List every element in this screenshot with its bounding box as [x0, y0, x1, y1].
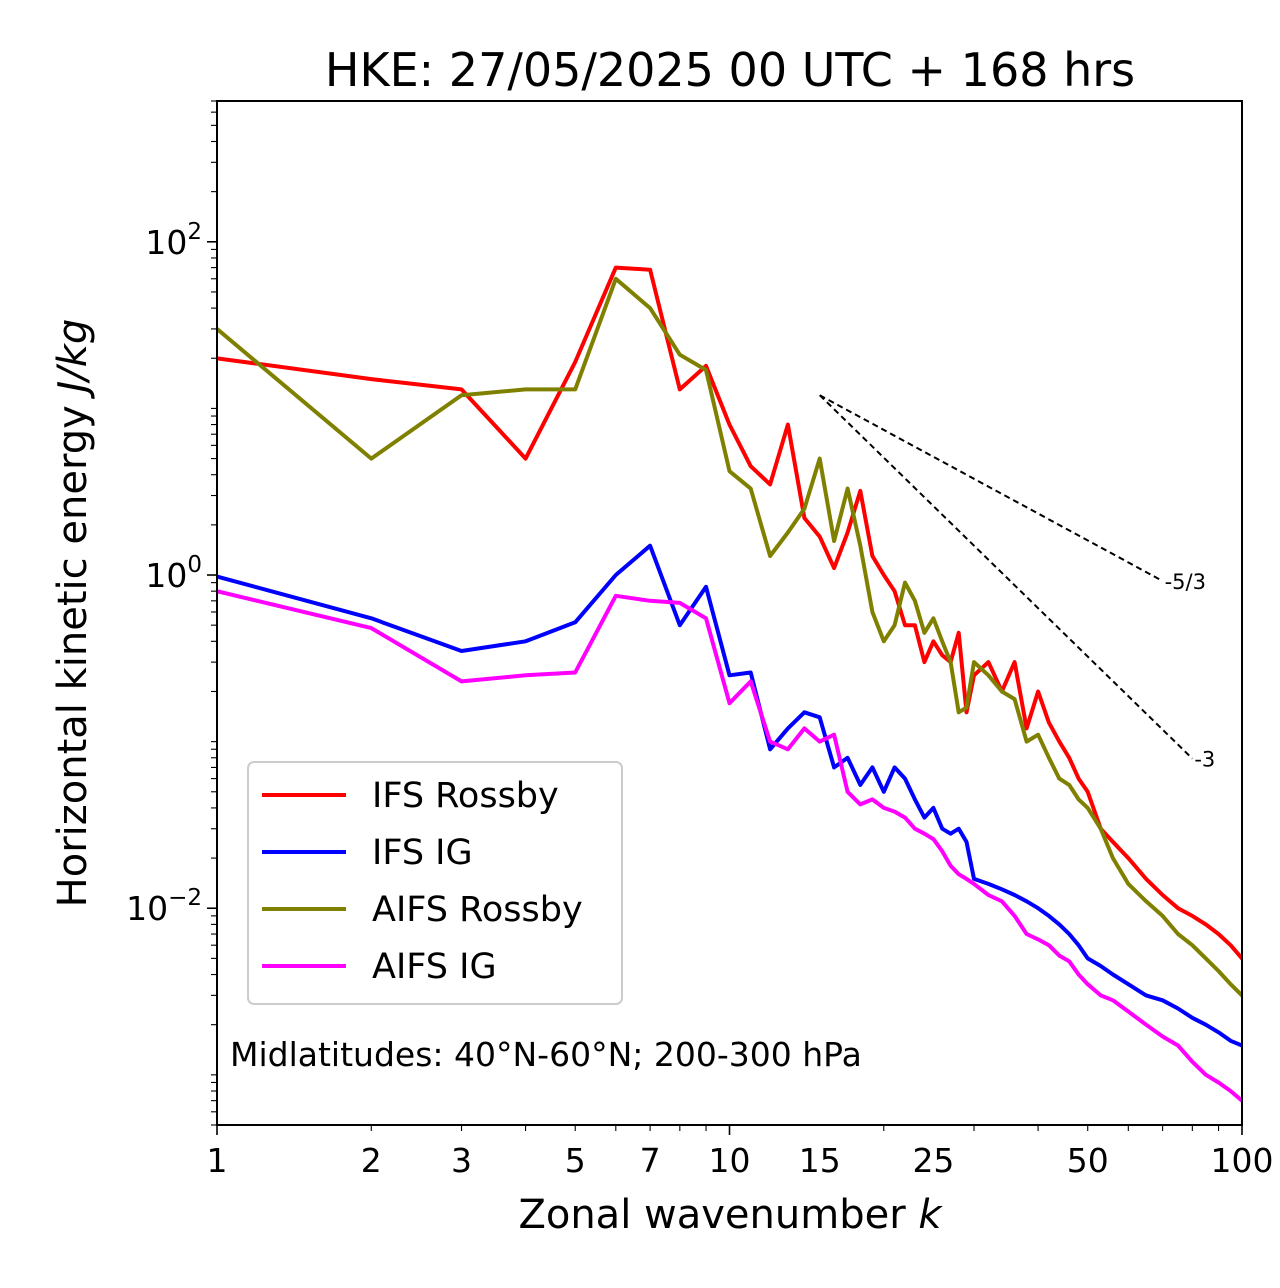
y-tick-exp: 0 [187, 552, 202, 578]
y-axis-label: Horizontal kinetic energy J/kg [50, 319, 96, 908]
x-tick-label: 10 [709, 1141, 751, 1180]
x-axis-label-symbol: k [918, 1192, 943, 1238]
x-tick-label: 100 [1211, 1141, 1274, 1180]
y-tick-base: 10 [126, 889, 168, 928]
legend-label: AIFS Rossby [372, 890, 583, 930]
series-line-aifs-rossby [217, 276, 1242, 998]
region-annotation: Midlatitudes: 40°N-60°N; 200-300 hPa [230, 1035, 862, 1074]
legend: IFS Rossby IFS IG AIFS Rossby AIFS IG [247, 761, 623, 1005]
y-axis-label-text: Horizontal kinetic energy [50, 405, 96, 907]
x-axis-label-text: Zonal wavenumber [518, 1192, 906, 1238]
series-line-aifs-ig [217, 589, 1242, 1103]
y-tick-exp: −2 [168, 885, 202, 911]
x-tick-label: 50 [1067, 1141, 1109, 1180]
chart-title: HKE: 27/05/2025 00 UTC + 168 hrs [325, 43, 1135, 97]
reference-line-slope [819, 394, 1164, 582]
y-axis-label-unit: J/kg [50, 319, 96, 400]
x-tick-label: 7 [640, 1141, 661, 1180]
series-line-ifs-rossby [217, 265, 1242, 961]
plot-frame [216, 100, 1243, 1126]
legend-box [247, 761, 623, 1005]
series-group [217, 265, 1242, 1103]
series-line-ifs-ig [217, 543, 1242, 1048]
reference-line-label: -5/3 [1165, 570, 1206, 594]
x-tick-label: 5 [565, 1141, 586, 1180]
legend-label: IFS Rossby [372, 776, 559, 816]
y-tick-label: 10−2 [126, 885, 202, 928]
reference-line-label: -3 [1194, 748, 1215, 772]
x-tick-labels: 1 2 3 5 7 10 15 25 50 100 [207, 1141, 1274, 1180]
reference-line-slope [819, 394, 1194, 760]
y-tick-base: 10 [145, 556, 187, 595]
legend-label: AIFS IG [372, 947, 497, 987]
y-tick-label: 102 [145, 219, 202, 262]
x-tick-label: 1 [207, 1141, 228, 1180]
x-tick-label: 3 [451, 1141, 472, 1180]
x-tick-label: 25 [912, 1141, 954, 1180]
y-tick-exp: 2 [187, 219, 202, 245]
y-tick-label: 100 [145, 552, 202, 595]
x-tick-label: 15 [799, 1141, 841, 1180]
x-axis-label: Zonal wavenumber k [518, 1192, 943, 1238]
reference-lines: -5/3 -3 [819, 394, 1215, 772]
y-tick-base: 10 [145, 223, 187, 262]
legend-label: IFS IG [372, 833, 473, 873]
x-tick-label: 2 [361, 1141, 382, 1180]
